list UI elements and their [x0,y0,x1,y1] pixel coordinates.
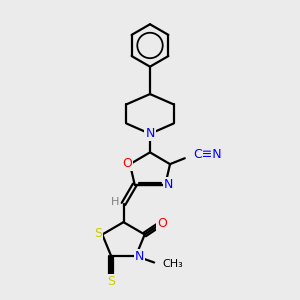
Text: N: N [145,127,155,140]
Text: S: S [107,275,115,288]
Text: CH₃: CH₃ [162,259,183,269]
Text: C≡N: C≡N [194,148,222,161]
Text: O: O [122,157,132,170]
Text: H: H [111,197,119,207]
Text: N: N [135,250,144,263]
Text: N: N [164,178,173,191]
Text: O: O [158,217,167,230]
Text: S: S [94,227,102,240]
